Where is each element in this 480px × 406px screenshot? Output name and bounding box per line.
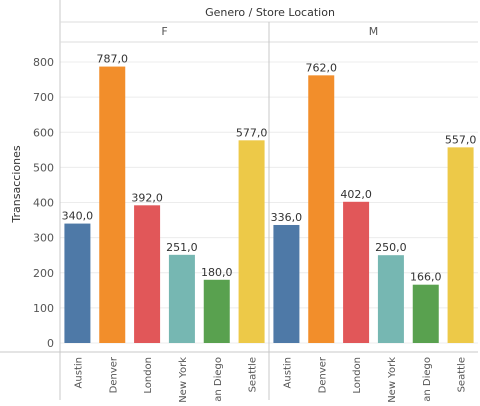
y-axis-label: Transacciones (10, 145, 23, 223)
bar (238, 140, 265, 343)
y-tick-label: 800 (33, 56, 54, 69)
bar (273, 224, 300, 343)
x-tick-label: New York (387, 357, 398, 402)
bar (377, 255, 404, 343)
bar (308, 75, 335, 343)
bar (412, 284, 439, 343)
x-tick-label: San Diego (213, 357, 224, 402)
panel-header: F (161, 25, 167, 38)
panel-f: F 340,0 Austin 787,0 Denver 392,0 London 251,0 N… (62, 25, 268, 406)
y-tick-label: 0 (47, 337, 54, 350)
x-tick-label: Austin (73, 357, 84, 388)
data-label: 557,0 (445, 133, 477, 146)
y-tick-label: 400 (33, 197, 54, 210)
x-tick-label: London (352, 357, 363, 394)
y-tick-label: 200 (33, 267, 54, 280)
data-label: 166,0 (410, 271, 442, 284)
data-label: 762,0 (306, 61, 338, 74)
data-label: 251,0 (166, 241, 198, 254)
y-tick-label: 300 (33, 232, 54, 245)
panels: F 340,0 Austin 787,0 Denver 392,0 London 251,0 N… (62, 25, 477, 406)
data-label: 250,0 (375, 241, 407, 254)
bar (134, 205, 161, 343)
data-label: 340,0 (62, 210, 94, 223)
data-label: 180,0 (201, 266, 233, 279)
bar (343, 201, 370, 343)
y-tick-label: 500 (33, 161, 54, 174)
x-tick-label: Austin (282, 357, 293, 388)
y-tick-label: 600 (33, 126, 54, 139)
x-tick-label: Seattle (248, 357, 259, 392)
panel-m: M 336,0 Austin 762,0 Denver 402,0 London 250,0 N… (271, 25, 477, 406)
y-tick-label: 100 (33, 302, 54, 315)
bar (447, 147, 474, 343)
x-tick-label: Denver (108, 356, 119, 393)
data-label: 787,0 (97, 53, 129, 66)
bar (203, 279, 230, 343)
data-label: 577,0 (236, 126, 268, 139)
x-tick-label: London (143, 357, 154, 394)
x-tick-label: Denver (317, 356, 328, 393)
data-label: 336,0 (271, 211, 303, 224)
chart-title: Genero / Store Location (205, 6, 335, 19)
x-tick-label: Seattle (457, 357, 468, 392)
x-tick-label: New York (178, 357, 189, 402)
data-label: 402,0 (340, 188, 372, 201)
bar (64, 223, 91, 343)
bar (99, 66, 126, 343)
y-tick-label: 700 (33, 91, 54, 104)
x-tick-label: San Diego (422, 357, 433, 402)
bar (168, 254, 195, 343)
y-axis-ticks: 0 100 200 300 400 500 600 700 800 (33, 56, 54, 350)
data-label: 392,0 (131, 191, 163, 204)
panel-header: M (369, 25, 379, 38)
